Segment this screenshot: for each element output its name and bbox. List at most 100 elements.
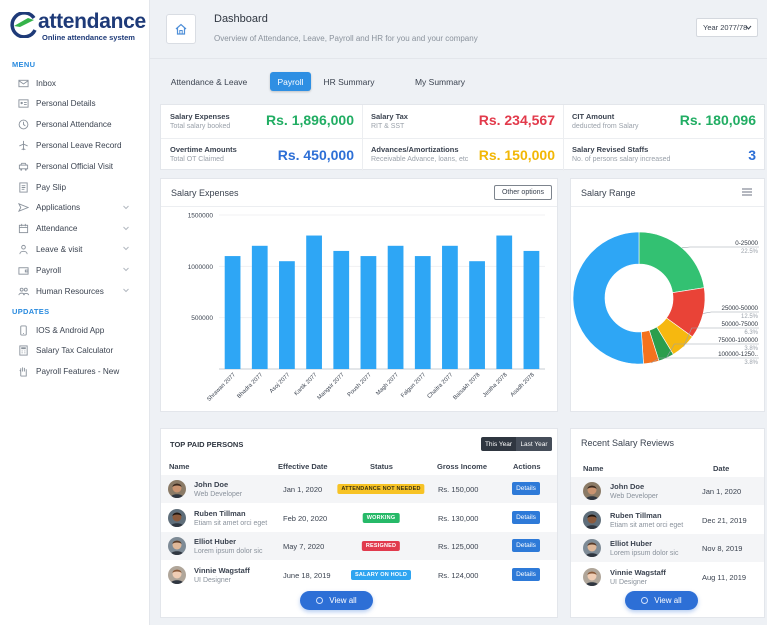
bar[interactable]: [469, 261, 485, 369]
bar[interactable]: [523, 250, 540, 369]
app-logo[interactable]: attendance Online attendance system: [8, 8, 146, 44]
avatar: [168, 565, 186, 584]
review-date: Aug 11, 2019: [702, 572, 747, 582]
table-row: John Doe Web Developer Jan 1, 2020: [571, 477, 764, 505]
person-role: UI Designer: [194, 576, 231, 584]
card-divider: [161, 206, 557, 207]
sidebar: attendance Online attendance system MENU…: [0, 0, 150, 625]
sidebar-item-personal-leave-record[interactable]: Personal Leave Record: [0, 135, 150, 155]
person-role: UI Designer: [610, 578, 647, 586]
avatar: [168, 480, 186, 498]
bar[interactable]: [251, 245, 268, 369]
status-badge: SALARY ON HOLD: [351, 569, 411, 580]
avatar-image: [168, 565, 186, 584]
recent-reviews-view-all-button[interactable]: View all: [625, 591, 698, 610]
sidebar-item-label: Pay Slip: [36, 182, 67, 192]
person-name: Vinnie Wagstaff: [610, 567, 666, 577]
sidebar-item-inbox[interactable]: Inbox: [0, 73, 150, 93]
pie-slice-label: 100000-1250..: [718, 351, 758, 358]
sidebar-item-label: Applications: [36, 203, 81, 213]
sidebar-item-personal-attendance[interactable]: Personal Attendance: [0, 115, 150, 135]
chevron-down-icon: [123, 226, 129, 230]
stat-label: Salary Revised Staffs: [572, 145, 649, 154]
review-date: Dec 21, 2019: [702, 515, 747, 525]
avatar-image: [583, 539, 601, 557]
this-year-button[interactable]: This Year: [484, 440, 513, 448]
sidebar-item-human-resources[interactable]: Human Resources: [0, 281, 150, 301]
tab-my-summary[interactable]: My Summary: [414, 76, 466, 87]
person-name: John Doe: [194, 480, 229, 489]
other-options-button[interactable]: Other options: [494, 185, 552, 200]
sidebar-item-pay-slip[interactable]: Pay Slip: [0, 177, 150, 197]
table-row: Elliot Huber Lorem ipsum dolor sic May 7, …: [161, 532, 557, 560]
top-paid-title: TOP PAID PERSONS: [170, 440, 244, 449]
review-date: Jan 1, 2020: [702, 487, 742, 496]
sidebar-item-leave-visit[interactable]: Leave & visit: [0, 239, 150, 259]
x-tick-label: Mangsir 2077: [317, 372, 346, 401]
x-tick-label: Asoj 2077: [269, 372, 291, 394]
details-button[interactable]: Details: [512, 510, 540, 524]
stat-subtitle: deducted from Salary: [572, 123, 639, 130]
bar[interactable]: [442, 245, 458, 369]
hamburger-menu-icon[interactable]: [742, 188, 752, 196]
home-button[interactable]: [166, 14, 196, 44]
bar[interactable]: [414, 256, 431, 369]
pie-slice-label: 75000-100000: [718, 337, 758, 344]
stat-subtitle: Total salary booked: [170, 123, 231, 130]
year-select-value: Year 2077/78: [703, 23, 748, 32]
sidebar-item-label: Personal Official Visit: [36, 161, 114, 171]
year-select[interactable]: Year 2077/78: [696, 18, 758, 37]
sidebar-item-salary-tax-calculator[interactable]: Salary Tax Calculator: [0, 341, 150, 361]
recent-reviews-title: Recent Salary Reviews: [581, 438, 675, 448]
stat-label: CIT Amount: [572, 112, 615, 121]
page-subtitle: Overview of Attendance, Leave, Payroll a…: [214, 34, 478, 43]
bar[interactable]: [360, 256, 377, 369]
person-role: Etiam sit amet orci eget: [194, 519, 268, 527]
bar[interactable]: [224, 256, 241, 369]
sidebar-item-payroll[interactable]: Payroll: [0, 260, 150, 280]
effective-date: Feb 20, 2020: [283, 513, 328, 523]
sidebar-item-label: Leave & visit: [36, 244, 83, 254]
stats-divider: [362, 105, 363, 171]
x-tick-label: Magh 2077: [375, 372, 400, 397]
details-button[interactable]: Details: [512, 567, 540, 581]
sidebar-item-ios-android-app[interactable]: IOS & Android App: [0, 320, 150, 340]
stat-value: Rs. 180,096: [679, 112, 756, 128]
pie-slice-percent: 3.8%: [744, 360, 758, 366]
effective-date: June 18, 2019: [283, 570, 331, 580]
details-button[interactable]: Details: [512, 539, 540, 552]
tab-hr-summary[interactable]: HR Summary: [323, 76, 375, 87]
sidebar-item-payroll-features-new[interactable]: Payroll Features - New: [0, 362, 150, 382]
stat-value: Rs. 150,000: [478, 147, 555, 163]
sidebar-item-personal-official-visit[interactable]: Personal Official Visit: [0, 156, 150, 176]
pie-slice[interactable]: [638, 231, 705, 294]
bar[interactable]: [279, 261, 295, 369]
pie-slice[interactable]: [572, 231, 644, 365]
stat-subtitle: No. of persons salary increased: [572, 156, 671, 163]
bar[interactable]: [496, 235, 513, 369]
x-tick-label: Baisakh 2078: [452, 372, 481, 401]
bar[interactable]: [333, 250, 350, 369]
pie-slice-percent: 3.8%: [744, 346, 758, 352]
stats-divider: [563, 105, 564, 171]
top-paid-view-all-button[interactable]: View all: [300, 591, 373, 610]
details-button[interactable]: Details: [512, 482, 540, 495]
stat-value: Rs. 450,000: [277, 147, 354, 163]
x-tick-label: Kartik 2077: [294, 372, 319, 397]
last-year-button[interactable]: Last Year: [516, 437, 552, 451]
person-name: Ruben Tillman: [194, 508, 246, 518]
table-row: Vinnie Wagstaff UI Designer Aug 11, 2019: [571, 563, 764, 591]
gross-income: Rs. 125,000: [438, 542, 479, 551]
person-role: Lorem ipsum dolor sic: [194, 548, 263, 555]
sidebar-item-personal-details[interactable]: Personal Details: [0, 94, 150, 114]
tab-attendance-leave[interactable]: Attendance & Leave: [170, 76, 248, 87]
bar[interactable]: [306, 235, 322, 369]
review-date: Nov 8, 2019: [702, 544, 743, 553]
col-header-name: Name: [169, 462, 190, 471]
sidebar-item-applications[interactable]: Applications: [0, 198, 150, 218]
tab-payroll[interactable]: Payroll: [270, 72, 311, 91]
avatar: [168, 508, 186, 527]
salary-range-title: Salary Range: [581, 188, 636, 198]
sidebar-item-attendance[interactable]: Attendance: [0, 219, 150, 239]
bar[interactable]: [387, 245, 404, 369]
